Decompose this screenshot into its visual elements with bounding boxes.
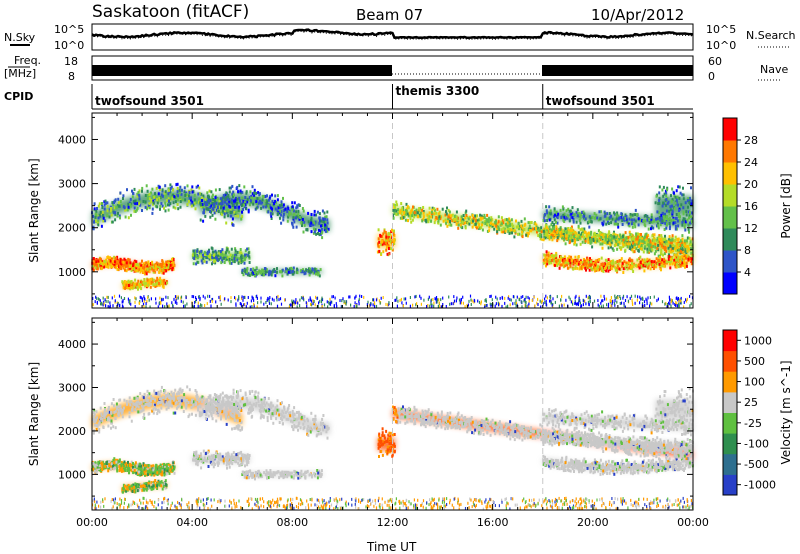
y-axis-label: Slant Range [km] — [27, 362, 41, 466]
nsky-trace — [91, 28, 694, 40]
x-tick-label: 00:00 — [76, 516, 108, 529]
nave-label: Nave — [760, 63, 788, 76]
y-tick-label: 1000 — [58, 468, 86, 481]
freq-unit: [MHz] — [4, 67, 36, 80]
colorbar-swatch — [723, 474, 737, 496]
nave-tick-bottom: 0 — [708, 70, 715, 83]
station-title: Saskatoon (fitACF) — [92, 2, 249, 22]
cpid-label: CPID — [4, 90, 33, 103]
nave-tick-top: 60 — [708, 55, 722, 68]
power-colorbar: 4 8 12 16 20 24 28 Power [dB] — [722, 117, 793, 295]
colorbar-tick-label: -500 — [744, 458, 769, 471]
freq-bar-1 — [92, 65, 392, 76]
colorbar-tick-label: 24 — [744, 156, 758, 169]
x-tick-label: 20:00 — [577, 516, 609, 529]
freq-tick-bottom: 8 — [68, 70, 75, 83]
colorbar-swatch — [723, 162, 737, 185]
y-axis-label: Slant Range [km] — [27, 158, 41, 262]
y-tick-label: 2000 — [58, 222, 86, 235]
x-tick-label: 08:00 — [276, 516, 308, 529]
cpid-segment-label: themis 3300 — [396, 84, 480, 98]
colorbar-label: Power [dB] — [779, 173, 793, 238]
colorbar-tick-label: 500 — [744, 355, 765, 368]
nsky-label: N.Sky — [4, 31, 36, 44]
beam-title: Beam 07 — [356, 6, 423, 24]
colorbar-tick-label: 20 — [744, 178, 758, 191]
colorbar-tick-label: 1000 — [744, 334, 772, 347]
colorbar-swatch — [723, 350, 737, 372]
y-tick-label: 4000 — [58, 338, 86, 351]
colorbar-tick-label: -100 — [744, 437, 769, 450]
colorbar-swatch — [723, 184, 737, 207]
colorbar-swatch — [723, 453, 737, 475]
nsearch-label: N.Search — [746, 29, 796, 42]
colorbar-tick-label: 4 — [744, 266, 751, 279]
colorbar-tick-label: 8 — [744, 244, 751, 257]
x-tick-label: 16:00 — [477, 516, 509, 529]
nsearch-trace — [91, 30, 694, 41]
freq-label: Freq. — [14, 54, 41, 67]
colorbar-swatch — [723, 206, 737, 229]
colorbar-tick-label: 28 — [744, 134, 758, 147]
colorbar-swatch — [723, 330, 737, 352]
colorbar-swatch — [723, 272, 737, 295]
time-axis: 00:00 04:00 08:00 12:00 16:00 20:00 00:00 — [76, 516, 709, 529]
cpid-segments: twofsound 3501 themis 3300 twofsound 3501 — [91, 84, 655, 109]
y-tick-label: 3000 — [58, 382, 86, 395]
colorbar-tick-label: 12 — [744, 222, 758, 235]
x-tick-label: 00:00 — [677, 516, 709, 529]
time-axis-label: Time UT — [366, 540, 417, 554]
freq-bar-2 — [542, 65, 693, 76]
date-title: 10/Apr/2012 — [591, 6, 684, 24]
y-tick-label: 1000 — [58, 266, 86, 279]
colorbar-tick-label: -25 — [744, 417, 762, 430]
cpid-segment-label: twofsound 3501 — [95, 94, 204, 108]
nsearch-tick-bottom: 10^0 — [706, 39, 736, 52]
colorbar-tick-label: -1000 — [744, 479, 776, 492]
power-panel: 1000 2000 3000 4000 Slant Range [km] — [27, 112, 694, 309]
y-tick-label: 3000 — [58, 178, 86, 191]
colorbar-swatch — [723, 371, 737, 393]
colorbar-swatch — [723, 140, 737, 163]
nsky-strip-frame — [91, 23, 694, 51]
velocity-panel: 1000 2000 3000 4000 Slant Range [km] — [27, 317, 694, 511]
cpid-segment-label: twofsound 3501 — [546, 94, 655, 108]
nsearch-tick-top: 10^5 — [706, 23, 736, 36]
y-tick-label: 4000 — [58, 133, 86, 146]
y-tick-label: 2000 — [58, 425, 86, 438]
colorbar-swatch — [723, 250, 737, 273]
colorbar-tick-label: 25 — [744, 396, 758, 409]
colorbar-swatch — [723, 391, 737, 413]
freq-tick-top: 18 — [64, 55, 78, 68]
nsky-tick-bottom: 10^0 — [54, 39, 84, 52]
velocity-colorbar: 1000 500 100 25 -25 -100 -500 -1000 Velocity [m … — [722, 329, 793, 496]
colorbar-tick-label: 100 — [744, 376, 765, 389]
nsky-tick-top: 10^5 — [54, 23, 84, 36]
x-tick-label: 04:00 — [176, 516, 208, 529]
colorbar-swatch — [723, 228, 737, 251]
colorbar-swatch — [723, 412, 737, 434]
colorbar-tick-label: 16 — [744, 200, 758, 213]
colorbar-label: Velocity [m s^-1] — [779, 360, 793, 464]
x-tick-label: 12:00 — [377, 516, 409, 529]
colorbar-swatch — [723, 118, 737, 141]
colorbar-swatch — [723, 433, 737, 455]
